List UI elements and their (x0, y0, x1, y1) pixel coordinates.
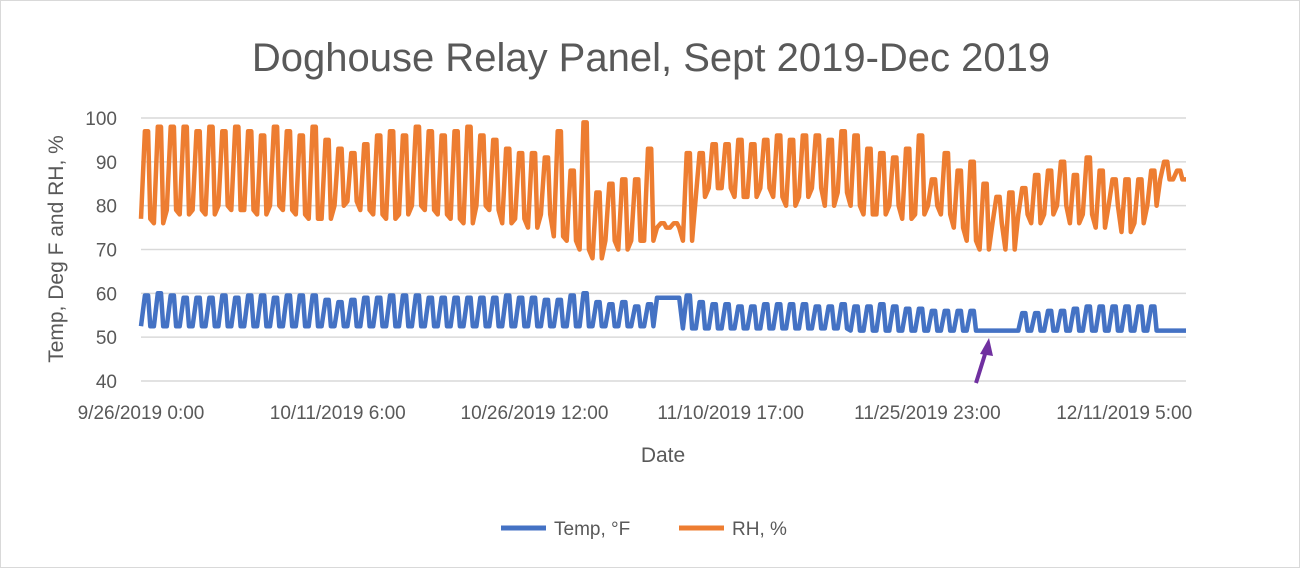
series-line-rh (138, 120, 1186, 261)
y-tick-label: 40 (96, 372, 117, 393)
series-line-temp (138, 291, 1186, 333)
legend-label-rh: RH, % (732, 519, 787, 540)
y-tick-label: 70 (96, 241, 117, 262)
legend-label-temp: Temp, °F (554, 519, 630, 540)
x-axis-label: Date (641, 444, 685, 467)
y-tick-labels: 40 50 60 70 80 90 100 (85, 109, 117, 393)
y-tick-label: 60 (96, 284, 117, 305)
y-tick-label: 80 (96, 197, 117, 218)
x-tick-labels: 9/26/2019 0:00 10/11/2019 6:00 10/26/2019 … (78, 403, 1193, 424)
series-lines (138, 120, 1186, 333)
x-tick-label: 10/11/2019 6:00 (270, 403, 406, 424)
x-tick-label: 11/10/2019 17:00 (657, 403, 804, 424)
x-tick-label: 11/25/2019 23:00 (854, 403, 1001, 424)
legend: Temp, °F RH, % (501, 519, 787, 540)
y-axis-label: Temp, Deg F and RH, % (45, 135, 68, 363)
y-tick-label: 100 (85, 109, 117, 130)
y-tick-label: 50 (96, 328, 117, 349)
chart-title: Doghouse Relay Panel, Sept 2019-Dec 2019 (252, 36, 1050, 80)
x-tick-label: 12/11/2019 5:00 (1056, 403, 1192, 424)
x-tick-label: 9/26/2019 0:00 (78, 403, 205, 424)
x-tick-label: 10/26/2019 12:00 (461, 403, 609, 424)
y-tick-label: 90 (96, 153, 117, 174)
annotation-arrow (974, 338, 993, 384)
